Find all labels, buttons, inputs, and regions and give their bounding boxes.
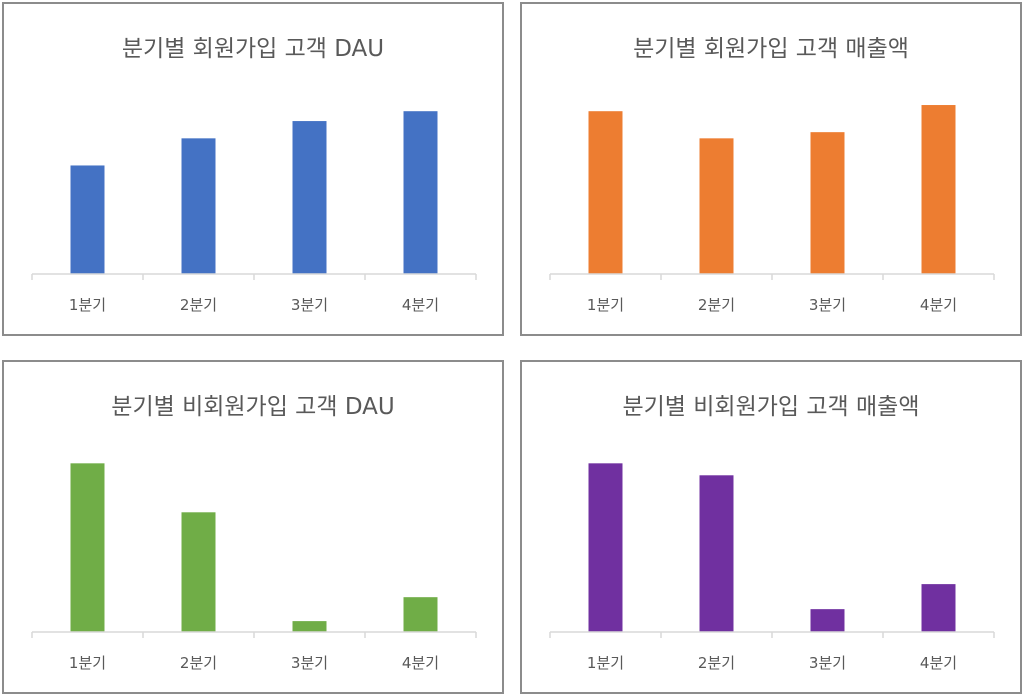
x-tick-label-2: 2분기 xyxy=(180,296,217,314)
chart-title: 분기별 회원가입 고객 매출액 xyxy=(633,36,909,62)
bar-4 xyxy=(921,584,956,632)
x-tick-label-2: 2분기 xyxy=(698,296,735,314)
bar-3 xyxy=(292,621,327,632)
bars-group xyxy=(588,105,956,275)
bar-3 xyxy=(810,609,845,632)
bar-2 xyxy=(181,138,216,274)
chart-svg: 분기별 비회원가입 고객 DAU 1분기 2분기 3분기 4분기 xyxy=(31,394,477,672)
chart-panel-member-revenue: 분기별 회원가입 고객 매출액 1분기 2분기 3분기 4분기 xyxy=(520,2,1022,336)
chart-svg: 분기별 회원가입 고객 매출액 1분기 2분기 3분기 4분기 xyxy=(549,36,995,314)
x-tick-label-1: 1분기 xyxy=(587,296,624,314)
x-labels-group: 1분기 2분기 3분기 4분기 xyxy=(69,654,439,672)
x-tick-label-2: 2분기 xyxy=(698,654,735,672)
x-tick-label-4: 4분기 xyxy=(920,654,957,672)
chart-svg: 분기별 회원가입 고객 DAU 1분기 2분기 3분기 4분기 xyxy=(31,36,477,314)
x-tick-label-4: 4분기 xyxy=(402,296,439,314)
bar-2 xyxy=(699,475,734,632)
x-tick-label-3: 3분기 xyxy=(291,654,328,672)
x-tick-label-1: 1분기 xyxy=(69,654,106,672)
x-tick-label-4: 4분기 xyxy=(920,296,957,314)
x-tick-label-4: 4분기 xyxy=(402,654,439,672)
chart-panel-nonmember-dau: 분기별 비회원가입 고객 DAU 1분기 2분기 3분기 4분기 xyxy=(2,360,504,694)
bars-group xyxy=(70,111,438,274)
chart-panel-member-dau: 분기별 회원가입 고객 DAU 1분기 2분기 3분기 4분기 xyxy=(2,2,504,336)
x-tick-label-2: 2분기 xyxy=(180,654,217,672)
bars-group xyxy=(588,463,956,632)
bar-1 xyxy=(588,111,623,274)
x-ticks-group xyxy=(549,632,995,638)
x-ticks-group xyxy=(31,274,477,280)
bar-4 xyxy=(403,111,438,274)
bar-2 xyxy=(699,138,734,274)
chart-panel-nonmember-revenue: 분기별 비회원가입 고객 매출액 1분기 2분기 3분기 4분기 xyxy=(520,360,1022,694)
chart-title: 분기별 비회원가입 고객 DAU xyxy=(111,394,394,420)
x-tick-label-1: 1분기 xyxy=(587,654,624,672)
bars-group xyxy=(70,463,438,632)
x-labels-group: 1분기 2분기 3분기 4분기 xyxy=(587,654,957,672)
x-tick-label-3: 3분기 xyxy=(809,654,846,672)
x-tick-label-3: 3분기 xyxy=(291,296,328,314)
bar-1 xyxy=(70,165,105,274)
chart-title: 분기별 회원가입 고객 DAU xyxy=(122,36,384,62)
x-tick-label-3: 3분기 xyxy=(809,296,846,314)
bar-1 xyxy=(70,463,105,632)
x-ticks-group xyxy=(31,632,477,638)
x-ticks-group xyxy=(549,274,995,280)
chart-svg: 분기별 비회원가입 고객 매출액 1분기 2분기 3분기 4분기 xyxy=(549,394,995,672)
chart-title: 분기별 비회원가입 고객 매출액 xyxy=(622,394,919,420)
x-labels-group: 1분기 2분기 3분기 4분기 xyxy=(587,296,957,314)
bar-4 xyxy=(921,105,956,275)
bar-2 xyxy=(181,512,216,632)
bar-1 xyxy=(588,463,623,632)
x-labels-group: 1분기 2분기 3분기 4분기 xyxy=(69,296,439,314)
bar-3 xyxy=(292,121,327,274)
bar-3 xyxy=(810,132,845,274)
x-tick-label-1: 1분기 xyxy=(69,296,106,314)
bar-4 xyxy=(403,597,438,632)
